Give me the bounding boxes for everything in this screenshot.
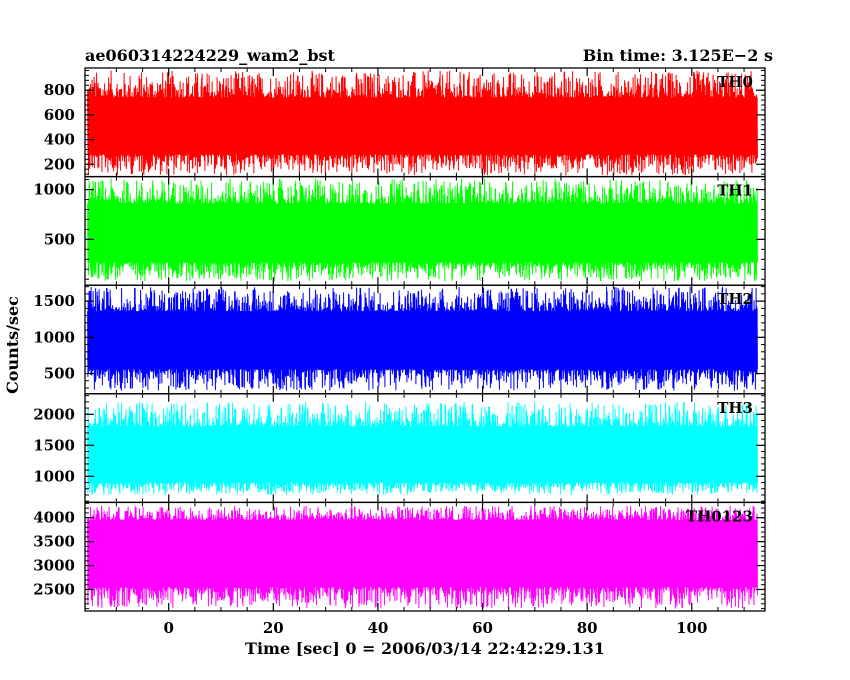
y-tick-label: 500 — [44, 230, 75, 248]
panel-label-th3: TH3 — [717, 399, 753, 417]
series-line-th0 — [87, 70, 758, 176]
x-tick-label: 20 — [263, 619, 284, 637]
y-tick-label: 1500 — [33, 436, 75, 454]
panel-th0: 200 400 600 800 TH0 — [44, 67, 766, 178]
panel-th3: 1000 1500 2000 TH3 — [33, 393, 766, 504]
series-line-th3 — [87, 401, 758, 495]
panel-label-th1: TH1 — [717, 182, 753, 200]
y-tick-label: 600 — [44, 106, 75, 124]
y-tick-label: 2500 — [33, 580, 75, 598]
x-tick-label: 60 — [472, 619, 493, 637]
chart-title: ae060314224229_wam2_bst — [85, 46, 336, 65]
panels-group: 200 400 600 800 TH0 500 1000 TH1 500 1000 1500 TH2 1… — [33, 67, 766, 612]
series-line-th1 — [87, 178, 758, 282]
y-tick-label: 1000 — [33, 467, 75, 485]
x-axis-label: Time [sec] 0 = 2006/03/14 22:42:29.131 — [245, 639, 605, 658]
y-tick-label: 2000 — [33, 405, 75, 423]
panel-label-th2: TH2 — [717, 290, 753, 308]
y-tick-label: 4000 — [33, 509, 75, 527]
panel-label-th0123: TH0123 — [686, 507, 753, 525]
panel-th2: 500 1000 1500 TH2 — [33, 284, 766, 395]
series-line-th0123 — [87, 505, 758, 609]
x-axis: 0 20 40 60 80 100 — [163, 619, 707, 637]
x-tick-label: 0 — [163, 619, 173, 637]
panel-frame-th0123 — [84, 501, 766, 612]
panel-label-th0: TH0 — [717, 73, 753, 91]
y-tick-label: 1000 — [33, 328, 75, 346]
y-axis-label: Counts/sec — [3, 296, 22, 394]
panel-th0123: 2500 3000 3500 4000 TH0123 — [33, 501, 766, 612]
y-tick-label: 1000 — [33, 181, 75, 199]
y-tick-label: 800 — [44, 81, 75, 99]
y-tick-label: 500 — [44, 365, 75, 383]
y-tick-label: 3000 — [33, 557, 75, 575]
series-line-th2 — [87, 286, 758, 391]
panel-th1: 500 1000 TH1 — [33, 175, 766, 286]
bin-time-label: Bin time: 3.125E−2 s — [583, 46, 773, 65]
x-tick-label: 100 — [676, 619, 707, 637]
y-tick-label: 3500 — [33, 533, 75, 551]
x-tick-label: 40 — [367, 619, 388, 637]
y-tick-label: 400 — [44, 131, 75, 149]
y-tick-label: 200 — [44, 155, 75, 173]
y-tick-label: 1500 — [33, 292, 75, 310]
x-tick-label: 80 — [577, 619, 598, 637]
